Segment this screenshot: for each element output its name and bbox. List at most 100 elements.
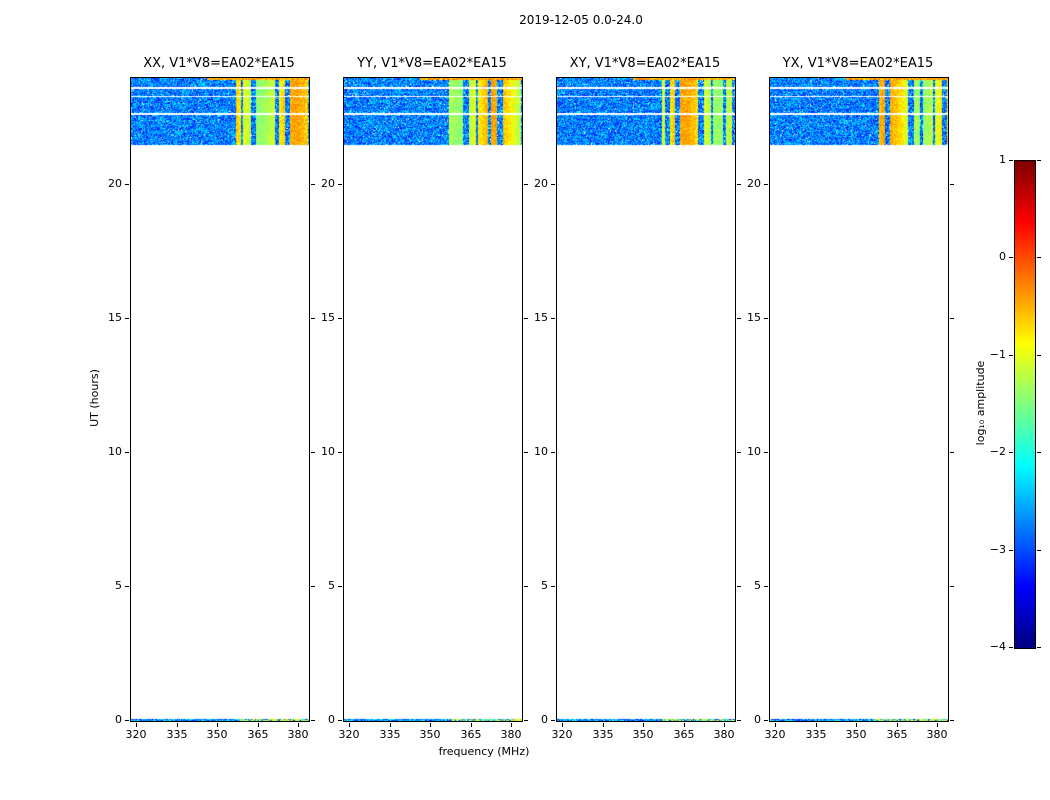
y-tick [524, 586, 528, 587]
x-tick-label: 350 [206, 728, 228, 741]
y-tick [950, 184, 954, 185]
y-tick-label: 0 [115, 713, 122, 726]
y-tick [125, 720, 129, 721]
y-tick [950, 586, 954, 587]
y-tick-label: 20 [321, 177, 335, 190]
spectrogram-panel-xy [556, 77, 736, 722]
x-tick [136, 723, 137, 727]
y-tick-label: 0 [328, 713, 335, 726]
y-tick-label: 5 [541, 579, 548, 592]
y-tick [125, 318, 129, 319]
colorbar-tick-label: −1 [989, 348, 1006, 361]
y-tick [338, 318, 342, 319]
y-tick [338, 452, 342, 453]
x-tick [775, 723, 776, 727]
y-tick [524, 452, 528, 453]
y-tick [764, 452, 768, 453]
y-tick [950, 318, 954, 319]
y-tick-label: 5 [115, 579, 122, 592]
x-tick-label: 365 [886, 728, 908, 741]
y-tick [737, 452, 741, 453]
x-tick [511, 723, 512, 727]
colorbar-tick [1037, 355, 1041, 356]
x-tick-label: 320 [125, 728, 147, 741]
y-tick-label: 10 [321, 445, 335, 458]
spectrogram-canvas-yy [344, 78, 522, 721]
panel-title-yy: YY, V1*V8=EA02*EA15 [357, 56, 507, 71]
y-tick [737, 184, 741, 185]
y-tick-label: 10 [747, 445, 761, 458]
colorbar-gradient [1015, 161, 1035, 648]
x-tick [258, 723, 259, 727]
x-tick [937, 723, 938, 727]
y-tick-label: 15 [534, 311, 548, 324]
x-tick-label: 365 [673, 728, 695, 741]
y-tick [125, 586, 129, 587]
x-tick [217, 723, 218, 727]
x-tick-label: 380 [926, 728, 948, 741]
x-tick [856, 723, 857, 727]
y-tick [338, 720, 342, 721]
y-tick-label: 0 [754, 713, 761, 726]
x-axis-label: frequency (MHz) [438, 745, 530, 758]
x-tick [430, 723, 431, 727]
y-tick [338, 184, 342, 185]
y-tick-label: 10 [108, 445, 122, 458]
y-tick [125, 452, 129, 453]
y-tick [551, 452, 555, 453]
colorbar-tick [1037, 550, 1041, 551]
y-tick-label: 0 [541, 713, 548, 726]
x-tick [643, 723, 644, 727]
y-tick [311, 586, 315, 587]
x-tick [724, 723, 725, 727]
y-axis-label: UT (hours) [88, 369, 101, 427]
y-tick [950, 452, 954, 453]
y-tick [764, 720, 768, 721]
colorbar-tick [1037, 647, 1041, 648]
colorbar-tick-label: −2 [989, 445, 1006, 458]
spectrogram-canvas-xy [557, 78, 735, 721]
x-tick [177, 723, 178, 727]
colorbar-tick [1037, 257, 1041, 258]
x-tick-label: 335 [592, 728, 614, 741]
colorbar-tick-label: −3 [989, 543, 1006, 556]
panel-title-xy: XY, V1*V8=EA02*EA15 [569, 56, 721, 71]
x-tick [897, 723, 898, 727]
y-tick-label: 10 [534, 445, 548, 458]
x-tick-label: 350 [845, 728, 867, 741]
y-tick-label: 15 [747, 311, 761, 324]
x-tick-label: 365 [247, 728, 269, 741]
x-tick [298, 723, 299, 727]
spectrogram-canvas-yx [770, 78, 948, 721]
colorbar-tick-label: 1 [999, 153, 1006, 166]
colorbar-tick [1037, 452, 1041, 453]
y-tick-label: 5 [328, 579, 335, 592]
x-tick-label: 350 [419, 728, 441, 741]
spectrogram-panel-yy [343, 77, 523, 722]
figure-title: 2019-12-05 0.0-24.0 [519, 13, 643, 27]
y-tick [764, 318, 768, 319]
colorbar-tick [1009, 647, 1013, 648]
y-tick-label: 20 [108, 177, 122, 190]
y-tick-label: 20 [747, 177, 761, 190]
spectrogram-canvas-xx [131, 78, 309, 721]
y-tick [311, 184, 315, 185]
y-tick-label: 15 [321, 311, 335, 324]
x-tick [471, 723, 472, 727]
y-tick [524, 318, 528, 319]
y-tick [737, 318, 741, 319]
x-tick-label: 380 [500, 728, 522, 741]
colorbar-tick [1009, 550, 1013, 551]
colorbar-tick [1037, 160, 1041, 161]
y-tick [551, 184, 555, 185]
y-tick [737, 586, 741, 587]
colorbar-tick [1009, 452, 1013, 453]
x-tick [390, 723, 391, 727]
panel-title-xx: XX, V1*V8=EA02*EA15 [143, 56, 295, 71]
x-tick [349, 723, 350, 727]
colorbar-tick [1009, 160, 1013, 161]
y-tick [737, 720, 741, 721]
y-tick [551, 318, 555, 319]
panel-title-yx: YX, V1*V8=EA02*EA15 [782, 56, 934, 71]
x-tick-label: 335 [379, 728, 401, 741]
